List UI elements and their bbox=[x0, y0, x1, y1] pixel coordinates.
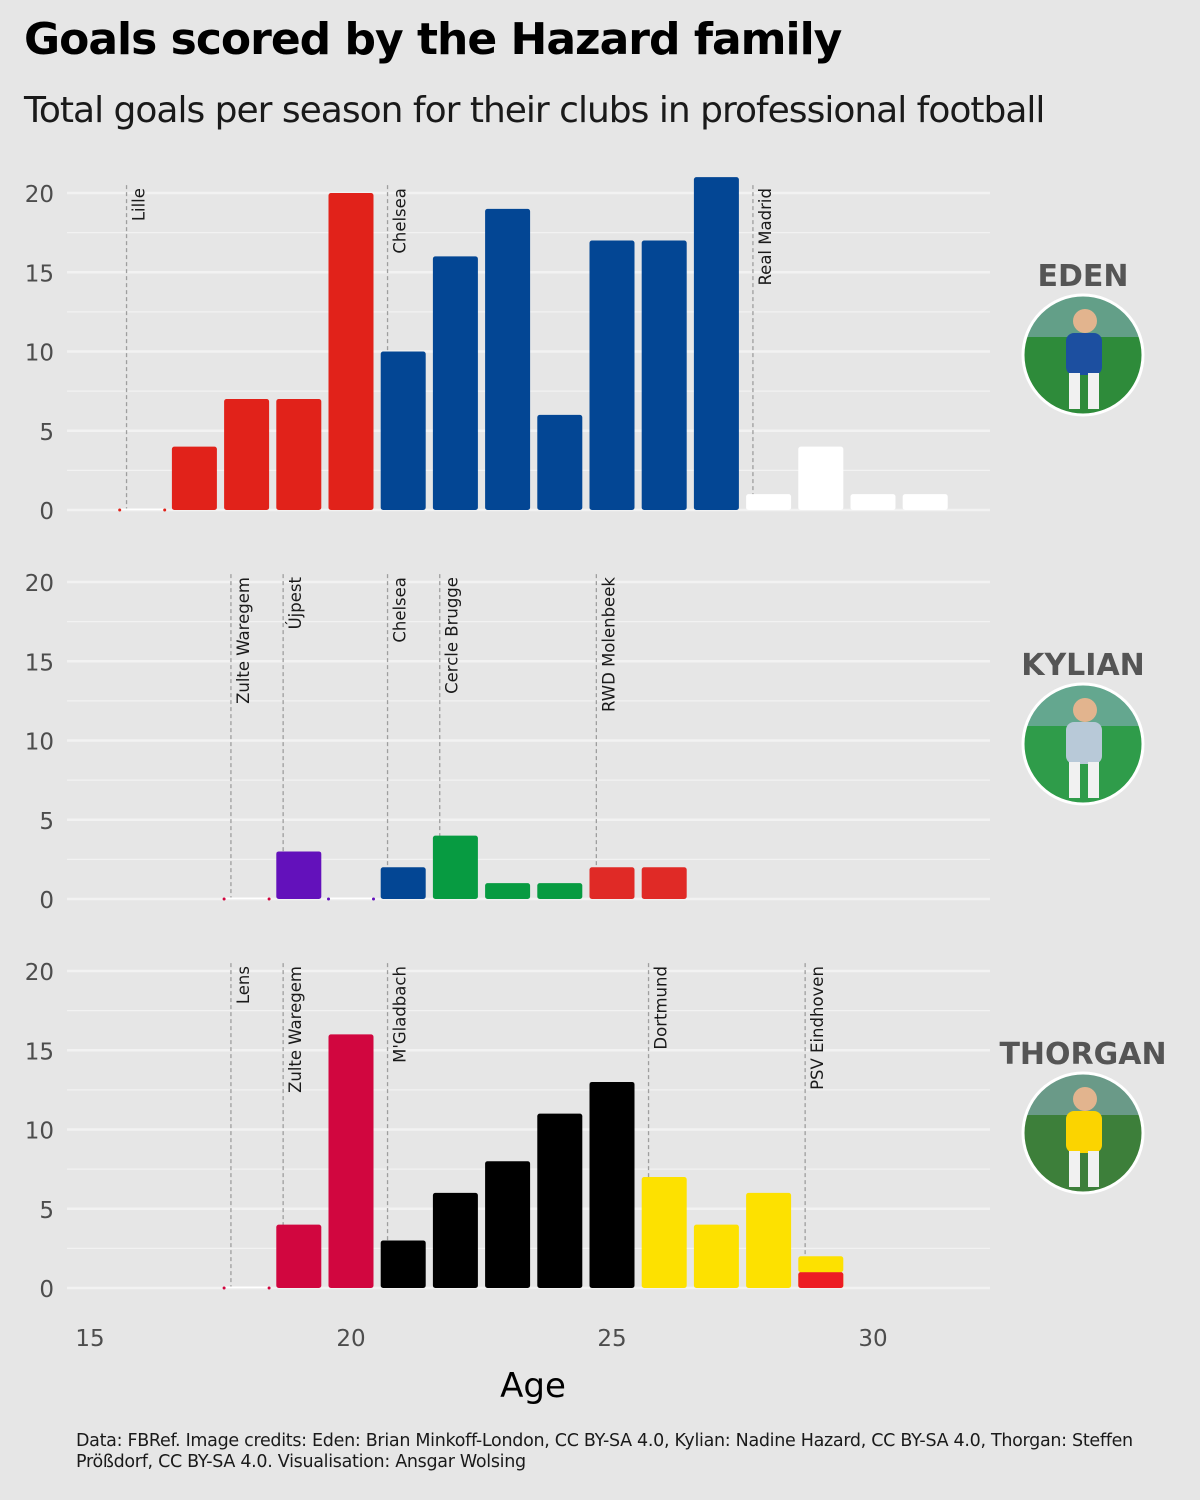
bar bbox=[641, 867, 687, 899]
chart-title: Goals scored by the Hazard family bbox=[24, 14, 842, 65]
club-label: RWD Molenbeek bbox=[599, 577, 618, 712]
player-name-label: KYLIAN bbox=[1021, 648, 1145, 683]
club-label: Zulte Waregem bbox=[234, 577, 253, 704]
x-tick-label: 30 bbox=[858, 1326, 887, 1352]
bar bbox=[641, 240, 687, 511]
bar-zero-marker bbox=[118, 508, 122, 512]
bar-zero bbox=[224, 897, 270, 899]
y-tick-label: 10 bbox=[25, 730, 54, 756]
bar bbox=[328, 1034, 374, 1288]
y-tick-label: 0 bbox=[39, 1277, 54, 1303]
y-tick-label: 0 bbox=[39, 888, 54, 914]
y-tick-label: 20 bbox=[25, 571, 54, 597]
x-tick-label: 15 bbox=[75, 1326, 104, 1352]
bar bbox=[798, 1256, 844, 1273]
bar bbox=[171, 446, 217, 510]
y-tick-label: 5 bbox=[39, 809, 54, 835]
bar bbox=[485, 1161, 531, 1288]
club-label: PSV Eindhoven bbox=[808, 966, 827, 1090]
panel-eden: 0 5 10 15 20 Lille Chelsea Real Madrid EDEN bbox=[25, 177, 1145, 525]
y-tick-label: 5 bbox=[39, 420, 54, 446]
bar bbox=[693, 177, 739, 510]
bar bbox=[432, 1192, 478, 1288]
y-tick-label: 15 bbox=[25, 650, 54, 676]
y-tick-label: 10 bbox=[25, 1119, 54, 1145]
y-tick-label: 10 bbox=[25, 341, 54, 367]
club-label: M'Gladbach bbox=[391, 966, 410, 1063]
bar bbox=[276, 1224, 322, 1288]
player-photo-border bbox=[1021, 682, 1145, 806]
y-tick-label: 0 bbox=[39, 499, 54, 525]
x-tick-label: 25 bbox=[597, 1326, 626, 1352]
player-name-label: EDEN bbox=[1038, 259, 1129, 294]
bar bbox=[276, 399, 322, 510]
caption: Data: FBRef. Image credits: Eden: Brian … bbox=[76, 1431, 1133, 1472]
panel-kylian: 0 5 10 15 20 Zulte Waregem Újpest Chelsea Cercle… bbox=[25, 571, 1145, 914]
bar bbox=[798, 1272, 844, 1288]
bar-zero-marker bbox=[163, 508, 167, 512]
bar bbox=[380, 867, 426, 899]
bar bbox=[432, 835, 478, 899]
bar bbox=[641, 1177, 687, 1288]
bar bbox=[589, 1081, 635, 1288]
bar-zero-marker bbox=[267, 1286, 271, 1290]
x-tick-label: 20 bbox=[336, 1326, 365, 1352]
bar-zero-marker bbox=[372, 897, 375, 901]
bar bbox=[485, 208, 531, 510]
y-tick-label: 5 bbox=[39, 1198, 54, 1224]
bar bbox=[432, 256, 478, 510]
bar bbox=[380, 351, 426, 510]
x-axis-title: Age bbox=[500, 1366, 566, 1406]
bar bbox=[902, 494, 948, 510]
bar bbox=[798, 446, 844, 510]
y-tick-label: 15 bbox=[25, 261, 54, 287]
bar-zero-marker bbox=[267, 897, 271, 901]
y-tick-label: 15 bbox=[25, 1039, 54, 1065]
y-tick-label: 20 bbox=[25, 960, 54, 986]
club-label: Cercle Brugge bbox=[443, 577, 462, 694]
bar bbox=[276, 851, 322, 899]
club-label: Lens bbox=[234, 966, 253, 1004]
player-photo bbox=[1023, 295, 1143, 415]
club-label: Újpest bbox=[286, 577, 305, 630]
bar bbox=[746, 494, 792, 510]
club-label: Chelsea bbox=[391, 188, 410, 254]
y-tick-label: 20 bbox=[25, 182, 54, 208]
club-label: Zulte Waregem bbox=[286, 966, 305, 1093]
bar bbox=[328, 193, 374, 510]
club-label: Chelsea bbox=[391, 577, 410, 643]
faceted-bar-chart: 0 5 10 15 20 Lille Chelsea Real Madrid EDEN 0 5 10 1… bbox=[25, 177, 1167, 1406]
bar-zero bbox=[328, 897, 374, 899]
bar bbox=[589, 240, 635, 511]
bar-zero-marker bbox=[222, 897, 226, 901]
bar bbox=[537, 414, 583, 510]
bar bbox=[537, 1113, 583, 1288]
bar bbox=[380, 1240, 426, 1288]
player-photo-border bbox=[1021, 1071, 1145, 1195]
bar-zero-marker bbox=[222, 1286, 226, 1290]
bar bbox=[693, 1224, 739, 1288]
bar-zero-marker bbox=[327, 897, 330, 901]
club-label: Real Madrid bbox=[756, 188, 775, 285]
player-name-label: THORGAN bbox=[999, 1037, 1166, 1072]
bar bbox=[224, 399, 270, 510]
chart-subtitle: Total goals per season for their clubs i… bbox=[24, 90, 1045, 131]
bar bbox=[850, 494, 896, 510]
bar bbox=[485, 883, 531, 899]
club-label: Dortmund bbox=[652, 966, 671, 1050]
bar bbox=[746, 1192, 792, 1288]
bar-zero bbox=[119, 508, 165, 510]
club-label: Lille bbox=[130, 188, 149, 221]
player-photo-border bbox=[1021, 293, 1145, 417]
bar bbox=[589, 867, 635, 899]
bar bbox=[537, 883, 583, 899]
panel-thorgan: 0 5 10 15 20 Lens Zulte Waregem M'Gladbach Dortm… bbox=[25, 960, 1167, 1303]
bar-zero bbox=[224, 1286, 270, 1288]
